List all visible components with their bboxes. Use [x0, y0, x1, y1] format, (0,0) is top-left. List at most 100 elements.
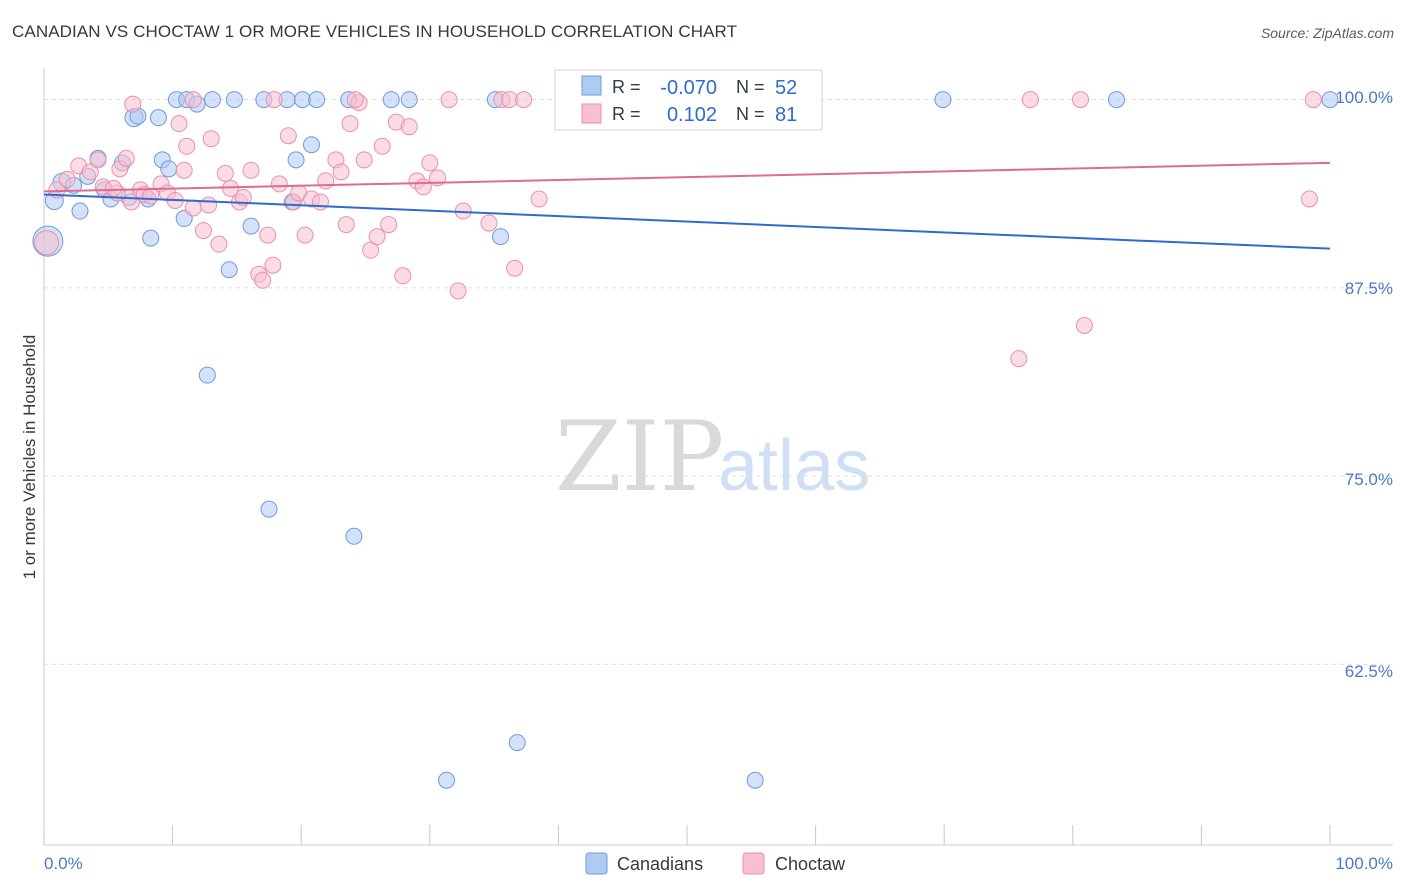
point-choctaw-17: [170, 115, 188, 133]
stats-n-label-canadians: N =: [736, 77, 765, 97]
point-canadians-4: [71, 202, 89, 220]
stats-box: R = -0.070 N = 52 R = 0.102 N = 81: [554, 69, 823, 131]
point-choctaw-41: [317, 172, 335, 190]
point-choctaw-70: [1021, 91, 1039, 109]
y-tick-label-100: 100.0%: [1335, 88, 1393, 107]
stats-r-value-choctaw: 0.102: [667, 104, 717, 126]
point-choctaw-35: [279, 127, 297, 145]
legend-label-choctaw: Choctaw: [775, 854, 846, 874]
legend-swatch-canadians: [585, 852, 608, 875]
point-choctaw-22: [200, 196, 218, 214]
point-choctaw-23: [202, 130, 220, 148]
point-choctaw-5: [89, 151, 107, 169]
point-choctaw-75: [440, 91, 458, 109]
point-choctaw-71: [1072, 91, 1090, 109]
point-choctaw-63: [501, 91, 519, 109]
point-choctaw-69: [1010, 350, 1028, 368]
point-choctaw-77: [265, 91, 283, 109]
trend-layer: [43, 161, 1331, 250]
point-choctaw-0: [34, 230, 60, 256]
point-canadians-34: [308, 91, 326, 109]
point-choctaw-21: [194, 222, 212, 240]
point-canadians-14: [142, 229, 160, 247]
chart-title: CANADIAN VS CHOCTAW 1 OR MORE VEHICLES I…: [12, 22, 738, 41]
point-choctaw-31: [254, 271, 272, 289]
point-choctaw-51: [380, 216, 398, 234]
point-choctaw-2: [58, 170, 76, 188]
legend-swatch-choctaw: [742, 852, 765, 875]
point-canadians-49: [934, 91, 952, 109]
point-choctaw-34: [270, 175, 288, 193]
watermark-zip: ZIP: [555, 401, 724, 513]
point-canadians-36: [345, 527, 363, 545]
point-canadians-39: [438, 771, 456, 789]
trend-line-canadians: [43, 193, 1331, 250]
point-canadians-42: [508, 734, 526, 752]
point-canadians-47: [746, 771, 764, 789]
point-choctaw-76: [346, 91, 364, 109]
point-choctaw-66: [530, 190, 548, 208]
point-choctaw-4: [81, 163, 99, 181]
point-choctaw-18: [175, 161, 193, 179]
point-choctaw-50: [373, 137, 391, 155]
point-choctaw-56: [414, 178, 432, 196]
point-choctaw-25: [216, 164, 234, 182]
point-canadians-26: [242, 217, 260, 235]
point-choctaw-57: [421, 154, 439, 172]
point-choctaw-44: [337, 216, 355, 234]
point-canadians-15: [149, 109, 167, 127]
stats-n-value-canadians: 52: [775, 77, 797, 99]
point-choctaw-20: [184, 199, 202, 217]
point-choctaw-32: [259, 226, 277, 244]
x-tick-marks: [43, 825, 1331, 845]
grid-layer: [44, 99, 1393, 665]
stats-r-value-canadians: -0.070: [660, 77, 717, 99]
point-choctaw-19: [178, 137, 196, 155]
source-label: Source: ZipAtlas.com: [1260, 25, 1394, 41]
stats-swatch-canadians: [581, 75, 602, 96]
point-choctaw-24: [210, 235, 228, 253]
point-choctaw-38: [296, 226, 314, 244]
point-canadians-38: [400, 91, 418, 109]
point-choctaw-73: [1300, 190, 1318, 208]
x-tick-label-start: 0.0%: [44, 854, 83, 873]
point-canadians-24: [220, 261, 238, 279]
stats-n-label-choctaw: N =: [736, 104, 765, 124]
watermark-atlas: atlas: [718, 426, 870, 506]
y-tick-label-62-5: 62.5%: [1345, 662, 1393, 681]
stats-n-value-choctaw: 81: [775, 104, 797, 126]
point-canadians-23: [203, 91, 221, 109]
point-choctaw-45: [341, 115, 359, 133]
y-tick-label-87-5: 87.5%: [1345, 279, 1393, 298]
point-choctaw-33: [264, 256, 282, 274]
trend-line-choctaw: [43, 161, 1331, 193]
stats-r-label-choctaw: R =: [612, 104, 641, 124]
point-choctaw-49: [368, 228, 386, 246]
legend: Canadians Choctaw: [585, 852, 846, 875]
point-canadians-22: [198, 366, 216, 384]
point-choctaw-47: [355, 151, 373, 169]
point-choctaw-64: [506, 259, 524, 277]
point-choctaw-59: [449, 282, 467, 300]
point-canadians-41: [492, 228, 510, 246]
point-canadians-31: [287, 151, 305, 169]
point-canadians-37: [382, 91, 400, 109]
y-axis-label: 1 or more Vehicles in Household: [20, 335, 39, 580]
point-choctaw-28: [234, 188, 252, 206]
point-canadians-32: [293, 91, 311, 109]
legend-label-canadians: Canadians: [617, 854, 703, 874]
point-choctaw-65: [515, 91, 533, 109]
point-choctaw-78: [184, 91, 202, 109]
point-choctaw-9: [117, 149, 135, 167]
point-canadians-28: [260, 500, 278, 518]
point-canadians-33: [302, 136, 320, 154]
point-choctaw-40: [311, 193, 329, 211]
point-canadians-50: [1108, 91, 1126, 109]
x-tick-label-end: 100.0%: [1335, 854, 1393, 873]
point-choctaw-43: [332, 163, 350, 181]
point-canadians-17: [160, 160, 178, 178]
point-canadians-51: [1321, 91, 1339, 109]
point-choctaw-61: [480, 214, 498, 232]
point-choctaw-72: [1075, 316, 1093, 334]
point-canadians-25: [225, 91, 243, 109]
